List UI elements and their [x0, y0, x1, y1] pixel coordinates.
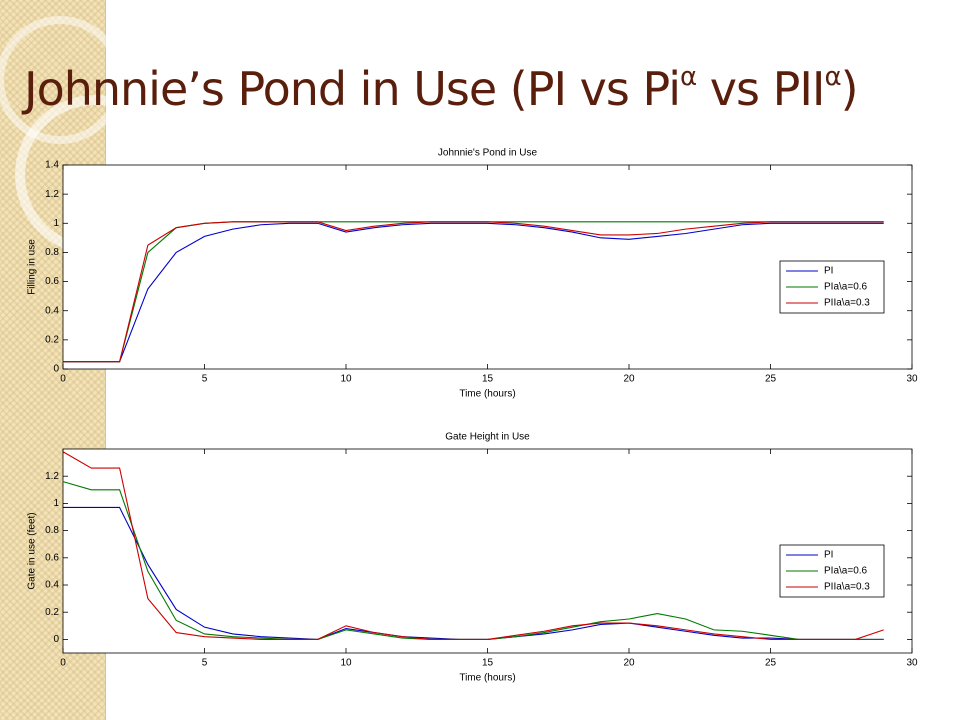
y-tick-label: 0.6 — [45, 552, 59, 563]
y-tick-label: 1.4 — [45, 160, 59, 171]
legend-label: PIa\a=0.6 — [824, 282, 868, 293]
y-tick-label: 0.4 — [45, 580, 59, 591]
y-tick-label: 1 — [53, 218, 59, 229]
series-line — [63, 222, 884, 363]
title-text: vs PII — [696, 62, 826, 116]
x-tick-label: 30 — [906, 658, 918, 669]
legend-label: PIIa\a=0.3 — [824, 582, 870, 593]
y-tick-label: 0.8 — [45, 525, 59, 536]
title-text: ) — [840, 62, 859, 116]
y-tick-label: 0.6 — [45, 276, 59, 287]
y-tick-label: 1 — [53, 498, 59, 509]
y-tick-label: 1.2 — [45, 471, 59, 482]
plot-area — [62, 448, 913, 654]
x-tick-label: 25 — [765, 374, 777, 385]
x-tick-label: 20 — [623, 374, 635, 385]
y-tick-label: 0.8 — [45, 247, 59, 258]
x-tick-label: 5 — [202, 658, 208, 669]
x-tick-label: 25 — [765, 658, 777, 669]
legend-label: PI — [824, 550, 833, 561]
x-tick-label: 30 — [906, 374, 918, 385]
x-axis-label: Time (hours) — [459, 673, 515, 684]
title-superscript: α — [680, 62, 697, 92]
x-tick-label: 0 — [60, 374, 66, 385]
x-tick-label: 10 — [340, 658, 352, 669]
y-axis-label: Gate in use (feet) — [27, 512, 38, 589]
x-tick-label: 10 — [340, 374, 352, 385]
x-tick-label: 15 — [482, 658, 494, 669]
chart: Johnnie's Pond in Use Time (hours) Filling… — [27, 148, 918, 400]
y-tick-label: 0.2 — [45, 607, 59, 618]
plot-area — [62, 164, 913, 370]
chart-title: Gate Height in Use — [445, 432, 530, 443]
y-tick-label: 0.2 — [45, 334, 59, 345]
x-axis-label: Time (hours) — [459, 389, 515, 400]
x-tick-label: 0 — [60, 658, 66, 669]
x-tick-label: 5 — [202, 374, 208, 385]
chart: Gate Height in Use Time (hours) Gate in us… — [27, 432, 918, 684]
legend: PI PIa\a=0.6 PIIa\a=0.3 — [779, 260, 885, 314]
chart-title: Johnnie's Pond in Use — [438, 148, 538, 159]
legend: PI PIa\a=0.6 PIIa\a=0.3 — [779, 544, 885, 598]
legend-label: PIIa\a=0.3 — [824, 298, 870, 309]
x-tick-label: 15 — [482, 374, 494, 385]
x-tick-label: 20 — [623, 658, 635, 669]
y-tick-label: 1.2 — [45, 189, 59, 200]
title-text: Johnnie’s Pond in Use (PI vs Pi — [24, 62, 681, 116]
series-line — [63, 221, 884, 363]
y-axis-label: Filling in use — [27, 239, 38, 295]
y-tick-label: 0 — [53, 634, 59, 645]
y-tick-label: 0.4 — [45, 305, 59, 316]
slide-title: Johnnie’s Pond in Use (PI vs Piα vs PIIα… — [24, 62, 859, 116]
series-line — [62, 451, 884, 640]
y-tick-label: 0 — [53, 364, 59, 375]
legend-label: PIa\a=0.6 — [824, 566, 868, 577]
title-superscript: α — [824, 62, 841, 92]
legend-label: PI — [824, 266, 833, 277]
